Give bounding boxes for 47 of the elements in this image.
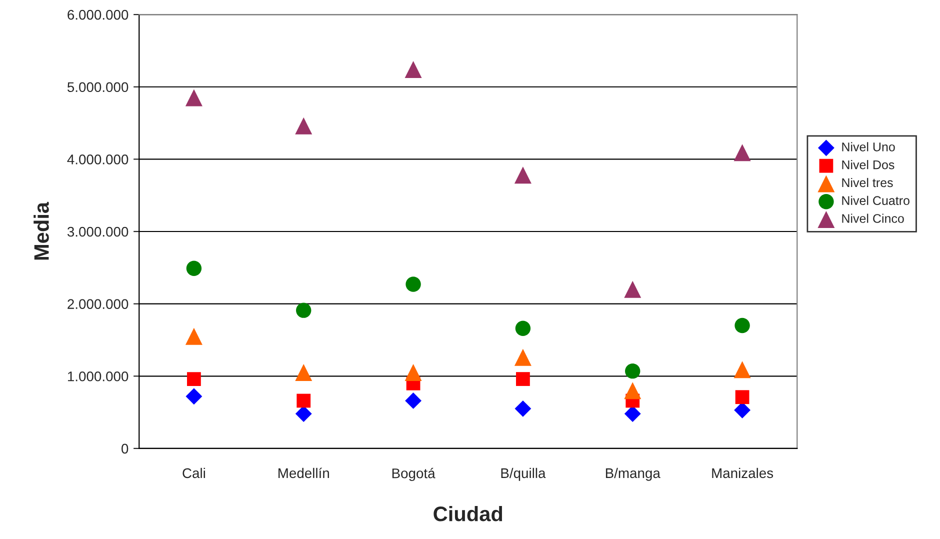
y-tick-label: 6.000.000 bbox=[68, 10, 128, 20]
point bbox=[186, 260, 202, 276]
point bbox=[404, 61, 422, 78]
point bbox=[185, 328, 202, 345]
point bbox=[185, 89, 202, 106]
point bbox=[735, 390, 750, 404]
point bbox=[186, 388, 202, 405]
x-tick-label: B/quilla bbox=[501, 468, 546, 481]
y-tick-label: 2.000.000 bbox=[68, 299, 128, 309]
point bbox=[295, 364, 312, 382]
legend-label: Nivel Cinco bbox=[842, 214, 904, 223]
point bbox=[625, 363, 640, 379]
point bbox=[187, 372, 201, 386]
legend-label: Nivel Cuatro bbox=[842, 196, 910, 206]
point bbox=[514, 348, 532, 366]
point bbox=[516, 372, 530, 386]
x-tick-label: Bogotá bbox=[392, 468, 436, 481]
point bbox=[296, 394, 311, 408]
y-tick-label: 0 bbox=[122, 444, 128, 454]
x-tick-label: Cali bbox=[182, 468, 205, 478]
point bbox=[624, 382, 642, 400]
point bbox=[404, 364, 422, 382]
x-tick-label: Manizales bbox=[712, 468, 774, 478]
point bbox=[514, 166, 532, 184]
y-tick-label: 1.000.000 bbox=[68, 371, 128, 382]
y-axis-title: Media bbox=[34, 202, 49, 260]
y-tick-label: 4.000.000 bbox=[67, 154, 128, 164]
y-tick-label: 3.000.000 bbox=[67, 226, 128, 237]
point bbox=[406, 276, 421, 292]
point bbox=[515, 320, 531, 336]
point bbox=[734, 361, 751, 378]
point bbox=[295, 406, 312, 422]
point bbox=[296, 302, 312, 318]
point bbox=[405, 392, 422, 409]
point bbox=[295, 117, 312, 134]
point bbox=[734, 318, 750, 334]
legend-label: Nivel tres bbox=[842, 178, 893, 188]
point bbox=[624, 406, 641, 422]
point bbox=[624, 280, 642, 298]
legend-label: Nivel Dos bbox=[842, 160, 894, 170]
y-tick-label: 5.000.000 bbox=[67, 82, 128, 92]
x-tick-label: B/manga bbox=[606, 468, 660, 481]
legend-label: Nivel Uno bbox=[842, 142, 895, 152]
x-axis-title: Ciudad bbox=[434, 506, 502, 522]
point bbox=[514, 400, 532, 417]
x-tick-label: Medellín bbox=[278, 468, 329, 478]
point bbox=[734, 144, 751, 162]
